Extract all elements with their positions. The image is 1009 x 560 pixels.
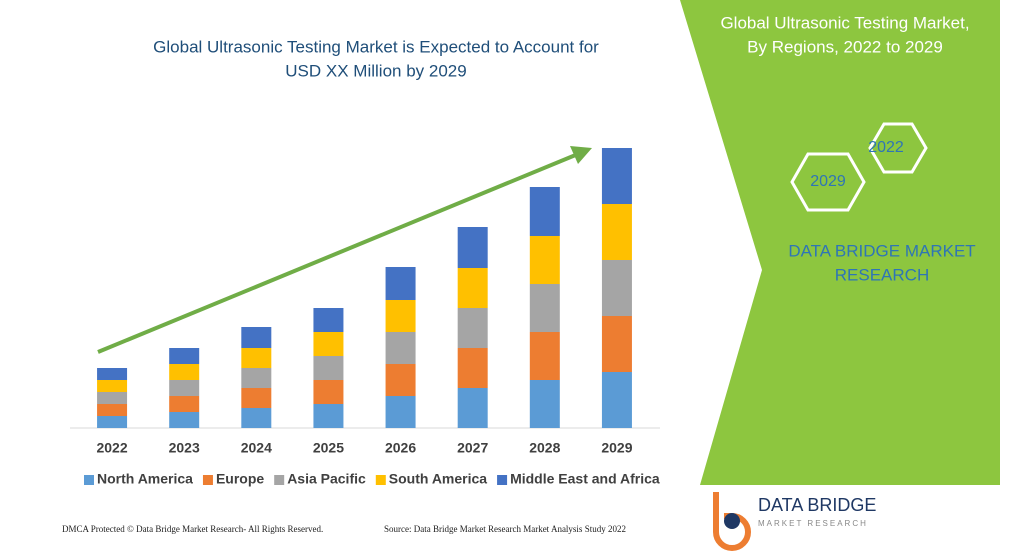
bar-segment xyxy=(601,148,632,204)
bar-segment xyxy=(457,388,488,428)
bar-segment xyxy=(169,380,200,396)
green-panel xyxy=(680,0,1000,485)
legend-label: Europe xyxy=(216,471,264,487)
trend-arrow xyxy=(97,152,579,354)
chart-title: Global Ultrasonic Testing Market is Expe… xyxy=(153,37,599,56)
bar-segment xyxy=(385,364,416,396)
legend-label: North America xyxy=(97,471,193,487)
bar-segment xyxy=(529,332,560,380)
logo-tagline: MARKET RESEARCH xyxy=(758,519,868,528)
x-tick-label: 2028 xyxy=(529,440,560,456)
x-tick-label: 2023 xyxy=(169,440,200,456)
bar-segment xyxy=(385,300,416,332)
bar-segment xyxy=(385,267,416,300)
panel-brand: DATA BRIDGE MARKET xyxy=(788,241,975,260)
hexagon xyxy=(868,122,928,174)
bar-segment xyxy=(97,392,128,404)
bar-segment xyxy=(97,368,128,380)
bar-segment xyxy=(241,408,272,428)
bar-segment xyxy=(169,348,200,364)
hexagon xyxy=(790,152,866,212)
bar-segment xyxy=(457,348,488,388)
logo: DATA BRIDGE MARKET RESEARCH xyxy=(713,492,876,551)
bar-segment xyxy=(241,388,272,408)
panel-brand: RESEARCH xyxy=(835,265,929,284)
logo-icon xyxy=(713,492,751,551)
hexagon-label: 2022 xyxy=(868,139,904,156)
legend-label: Middle East and Africa xyxy=(510,471,660,487)
legend-swatch xyxy=(375,475,386,485)
bar-segment xyxy=(313,404,344,428)
bar-segment xyxy=(529,284,560,332)
bar-segment xyxy=(241,348,272,368)
x-tick-label: 2025 xyxy=(313,440,344,456)
bar-segment xyxy=(97,380,128,392)
logo-name: DATA BRIDGE xyxy=(758,495,876,515)
panel-title: Global Ultrasonic Testing Market, xyxy=(720,13,969,32)
chart-title: USD XX Million by 2029 xyxy=(285,61,466,80)
bar-segment xyxy=(601,260,632,316)
bar-segment xyxy=(241,368,272,388)
bar-segment xyxy=(313,356,344,380)
bar-segment xyxy=(601,372,632,428)
bar-segment xyxy=(97,416,128,428)
bar-segment xyxy=(385,396,416,428)
logo-icon xyxy=(724,513,740,529)
bar-segment xyxy=(313,332,344,356)
x-tick-label: 2029 xyxy=(601,440,632,456)
bar-segment xyxy=(457,227,488,268)
legend-label: South America xyxy=(389,471,487,487)
legend-swatch xyxy=(202,475,213,485)
x-tick-label: 2022 xyxy=(96,440,127,456)
bar-segment xyxy=(457,268,488,308)
bar-segment xyxy=(529,236,560,284)
bar-segment xyxy=(97,404,128,416)
bar-segment xyxy=(241,327,272,348)
legend-swatch xyxy=(497,475,508,485)
bar-segment xyxy=(601,316,632,372)
bar-segment xyxy=(313,308,344,332)
trend-arrow-head xyxy=(570,146,592,164)
legend-swatch xyxy=(274,475,285,485)
bar-segment xyxy=(601,204,632,260)
footer-right: Source: Data Bridge Market Research Mark… xyxy=(384,524,626,534)
x-tick-label: 2024 xyxy=(241,440,272,456)
x-tick-label: 2026 xyxy=(385,440,416,456)
bar-segment xyxy=(385,332,416,364)
bar-segment xyxy=(169,364,200,380)
bar-segment xyxy=(169,396,200,412)
footer-left: DMCA Protected © Data Bridge Market Rese… xyxy=(62,524,323,534)
bar-segment xyxy=(529,380,560,428)
bar-segment xyxy=(457,308,488,348)
hexagon-label: 2029 xyxy=(810,173,846,190)
bar-segment xyxy=(529,187,560,236)
panel-title: By Regions, 2022 to 2029 xyxy=(747,37,943,56)
x-tick-label: 2027 xyxy=(457,440,488,456)
bar-segment xyxy=(169,412,200,428)
legend-swatch xyxy=(84,475,94,485)
bar-segment xyxy=(313,380,344,404)
legend-label: Asia Pacific xyxy=(287,471,366,487)
